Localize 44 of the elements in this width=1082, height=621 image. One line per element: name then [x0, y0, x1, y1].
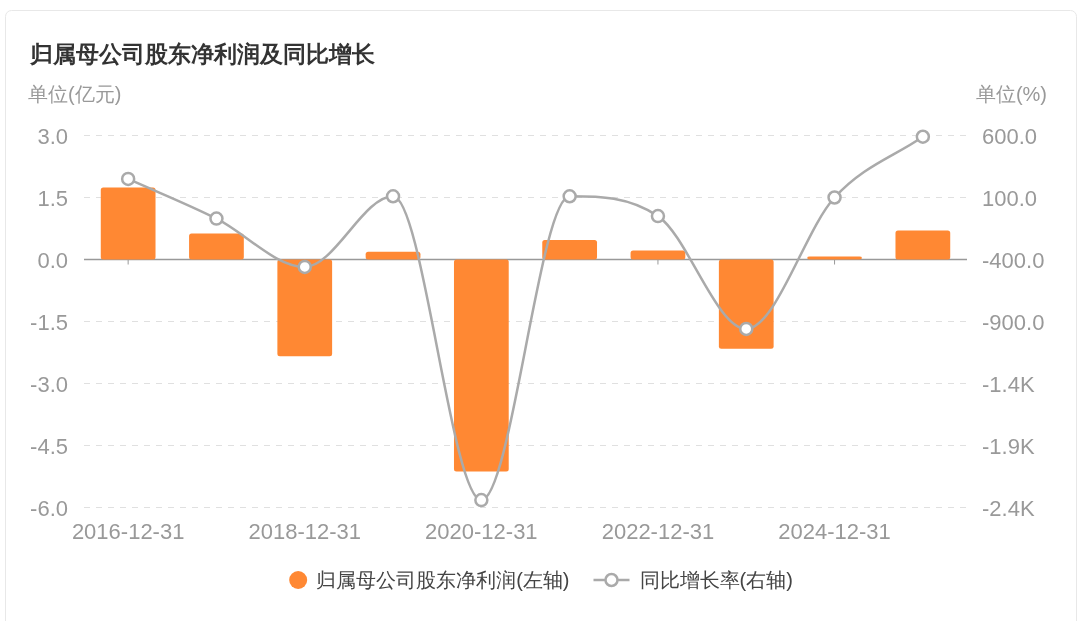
bar [542, 240, 598, 260]
y2-tick-label: 100.0 [982, 185, 1038, 211]
bar [718, 259, 774, 349]
y2-tick-label: -1.9K [982, 433, 1035, 459]
point [385, 189, 401, 204]
bar [807, 256, 862, 260]
x-tick-label: 2020-12-31 [425, 519, 538, 544]
bar [365, 251, 421, 260]
point [297, 259, 312, 275]
legend-label: 归属母公司股东净利润(左轴) [316, 569, 570, 591]
bar [895, 230, 951, 260]
chart-title: 归属母公司股东净利润及同比增长 [29, 41, 375, 67]
y-tick-label: -3.0 [30, 371, 68, 397]
y-tick-label: 1.5 [37, 185, 68, 211]
y-tick-label: -4.5 [30, 433, 68, 459]
point [120, 171, 136, 187]
legend-label: 同比增长率(右轴) [639, 569, 793, 591]
point [209, 211, 224, 226]
point [650, 208, 666, 224]
y-tick-label: -1.5 [30, 309, 68, 335]
point [827, 190, 842, 205]
point [739, 321, 754, 337]
y-tick-label: 0.0 [37, 247, 68, 273]
y2-tick-label: -2.4K [982, 495, 1035, 521]
bar [100, 187, 156, 260]
point [915, 129, 931, 144]
bar [630, 250, 686, 260]
y-tick-label: -6.0 [30, 495, 68, 521]
bar [453, 259, 509, 472]
y2-axis-title: 单位(%) [975, 83, 1047, 105]
y2-tick-label: -400.0 [982, 247, 1045, 273]
point [474, 492, 489, 508]
bar [277, 259, 333, 357]
x-tick-label: 2018-12-31 [248, 519, 362, 544]
x-tick-label: 2022-12-31 [601, 519, 715, 544]
y2-tick-label: -1.4K [982, 371, 1035, 397]
bar [189, 233, 244, 260]
y-axis-title: 单位(亿元) [28, 83, 122, 105]
y-tick-label: 3.0 [37, 123, 68, 149]
point [562, 189, 577, 204]
y2-tick-label: -900.0 [982, 309, 1045, 335]
y2-tick-label: 600.0 [982, 123, 1038, 149]
x-tick-label: 2024-12-31 [778, 519, 891, 544]
x-tick-label: 2016-12-31 [71, 519, 185, 544]
